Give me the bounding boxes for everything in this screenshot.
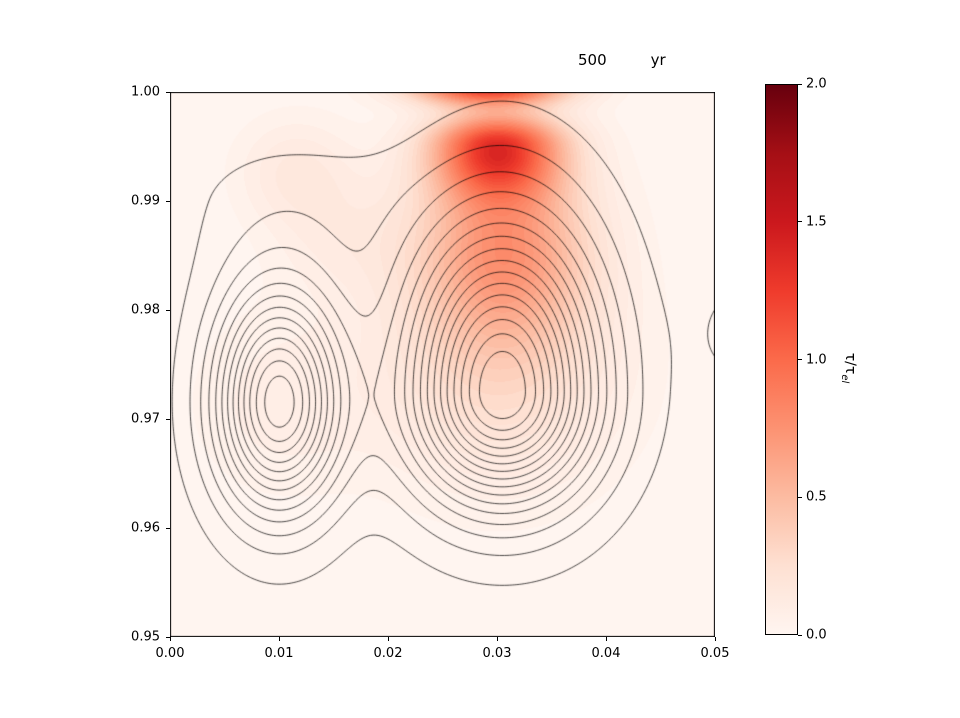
y-tick-label: 0.95 — [131, 629, 160, 645]
y-tick-label: 0.97 — [131, 411, 160, 427]
y-tick-label: 0.98 — [131, 302, 160, 318]
colorbar-tick-label: 1.5 — [806, 214, 827, 230]
x-tick-label: 0.04 — [591, 646, 621, 661]
x-tick-label: 0.02 — [373, 646, 403, 661]
x-tick-mark — [496, 637, 498, 641]
y-tick-mark — [166, 527, 170, 529]
colorbar — [765, 84, 798, 635]
y-tick-mark — [166, 418, 170, 420]
y-tick-mark — [166, 309, 170, 311]
contour-heatmap-canvas — [170, 92, 715, 637]
y-tick-mark — [166, 636, 170, 638]
x-tick-mark — [169, 637, 171, 641]
y-tick-label: 1.00 — [131, 84, 160, 100]
colorbar-label-subscript: el — [839, 374, 851, 384]
x-tick-mark — [605, 637, 607, 641]
colorbar-tick-mark — [798, 634, 802, 636]
x-tick-label: 0.03 — [482, 646, 512, 661]
x-tick-mark — [387, 637, 389, 641]
colorbar-label-main: τ/τ — [842, 352, 858, 375]
x-tick-mark — [278, 637, 280, 641]
plot-title: 500 yr — [578, 51, 666, 69]
colorbar-tick-label: 1.0 — [806, 352, 827, 367]
x-tick-label: 0.05 — [700, 646, 730, 661]
y-tick-label: 0.99 — [131, 193, 160, 209]
y-tick-mark — [166, 91, 170, 93]
colorbar-label: τ/τel — [839, 323, 859, 413]
colorbar-tick-label: 0.0 — [806, 627, 827, 643]
colorbar-tick-mark — [798, 83, 802, 85]
colorbar-tick-mark — [798, 359, 802, 360]
title-unit: yr — [650, 51, 666, 69]
colorbar-tick-label: 2.0 — [806, 76, 827, 92]
y-tick-label: 0.96 — [131, 520, 160, 536]
colorbar-tick-label: 0.5 — [806, 489, 827, 505]
x-tick-label: 0.00 — [155, 646, 185, 661]
colorbar-tick-mark — [798, 221, 802, 223]
y-tick-mark — [166, 200, 170, 202]
x-tick-label: 0.01 — [264, 646, 294, 661]
title-value: 500 — [578, 51, 607, 69]
x-tick-mark — [714, 637, 716, 641]
colorbar-tick-mark — [798, 496, 802, 498]
